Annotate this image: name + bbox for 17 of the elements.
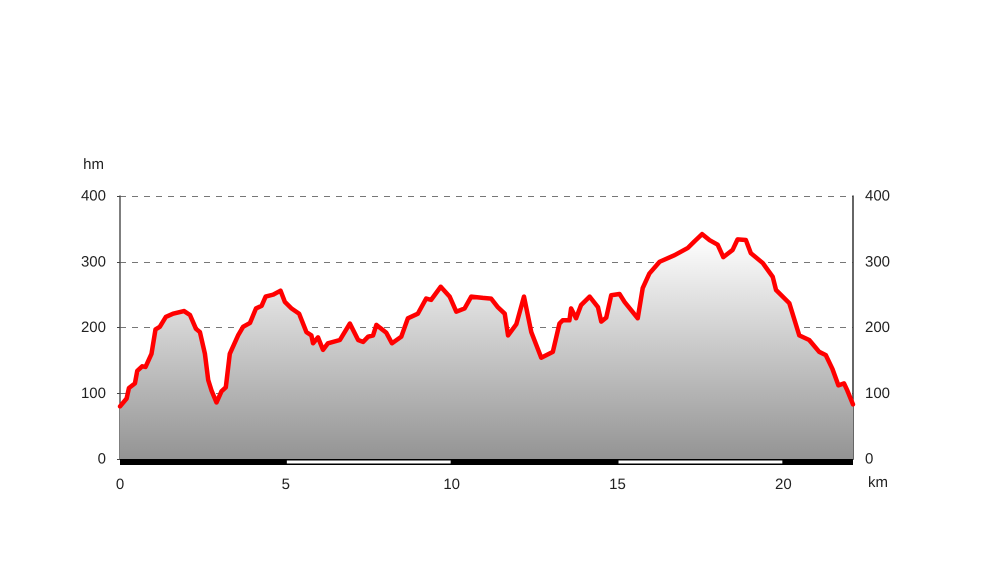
y-tick-label: 100 bbox=[80, 384, 106, 402]
y2-tick-label: 0 bbox=[865, 450, 874, 468]
y-tick-label: 200 bbox=[80, 319, 106, 336]
y2-tick-label: 100 bbox=[865, 384, 890, 402]
x-tick-label: 15 bbox=[609, 476, 626, 493]
x-tick-label: 5 bbox=[282, 476, 290, 493]
x-tick-label: 0 bbox=[116, 476, 124, 493]
y-tick-label: 300 bbox=[80, 253, 106, 270]
y2-tick-label: 400 bbox=[865, 188, 890, 204]
y2-tick-label: 300 bbox=[865, 253, 890, 270]
x-tick-label: 20 bbox=[775, 476, 792, 493]
y2-tick-label: 200 bbox=[865, 319, 890, 336]
y-tick-label: 400 bbox=[80, 188, 106, 204]
x-axis-title: km bbox=[868, 474, 888, 491]
y-tick-label: 0 bbox=[98, 450, 106, 468]
x-tick-label: 10 bbox=[443, 476, 460, 493]
y-axis-title: hm bbox=[83, 156, 104, 173]
